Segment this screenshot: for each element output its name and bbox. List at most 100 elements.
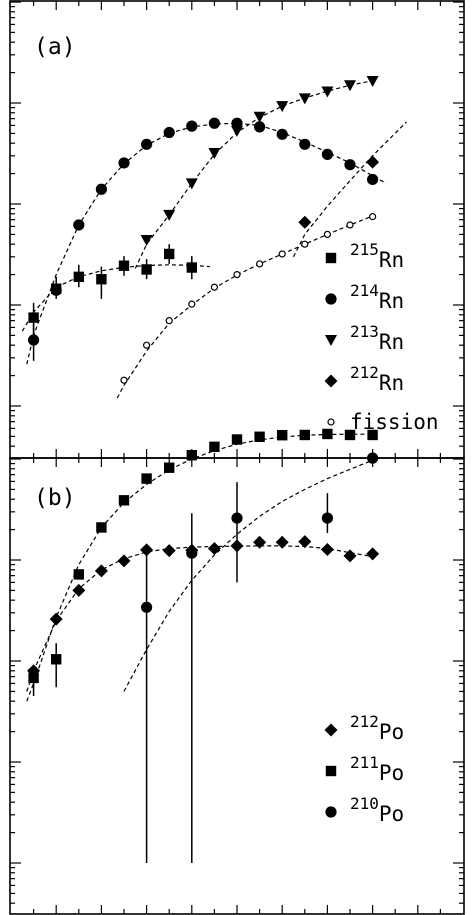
panel-b-ticks: [10, 458, 464, 914]
panel-a-data-marks: [27, 76, 380, 384]
legend-label-212po: 212Po: [350, 712, 404, 744]
data-point-210po: [367, 452, 379, 464]
panel-b-legend: 212Po 211Po 210Po: [324, 712, 404, 826]
data-point-212rn: [298, 215, 312, 229]
data-point-211po: [231, 434, 243, 445]
data-point-215rn: [28, 312, 39, 323]
data-point-fission: [278, 250, 286, 258]
data-point-214rn: [95, 183, 107, 195]
data-point-214rn: [163, 126, 175, 139]
legend-label-212rn: 212Rn: [350, 363, 404, 395]
legend-marker-fission: [327, 418, 335, 426]
data-point-213rn: [253, 111, 266, 123]
data-point-215rn: [118, 260, 130, 271]
data-point-212po: [49, 612, 63, 626]
legend-label-210po: 210Po: [350, 794, 404, 826]
data-point-fission: [256, 260, 264, 268]
data-point-214rn: [118, 157, 130, 169]
data-point-212po: [298, 535, 312, 549]
data-point-213rn: [231, 125, 243, 137]
data-point-fission: [165, 317, 173, 325]
data-point-214rn: [254, 121, 266, 133]
legend-label-213rn: 213Rn: [350, 322, 404, 354]
data-point-fission: [323, 230, 331, 239]
data-point-fission: [188, 300, 196, 308]
data-point-214rn: [73, 219, 85, 231]
data-point-215rn: [73, 271, 84, 283]
data-point-213rn: [366, 76, 379, 88]
data-point-214rn: [27, 334, 40, 346]
data-point-215rn: [96, 274, 107, 285]
data-point-211po: [51, 654, 62, 665]
data-point-214rn: [141, 138, 153, 150]
data-point-fission: [301, 240, 309, 248]
data-point-fission: [233, 270, 241, 279]
data-point-214rn: [367, 173, 379, 186]
data-point-fission: [210, 283, 218, 291]
data-point-212rn: [366, 155, 380, 169]
data-point-211po: [73, 569, 84, 580]
data-point-211po: [186, 450, 197, 461]
data-point-fission: [120, 376, 128, 384]
data-point-211po: [344, 429, 356, 441]
legend-marker-212po: [324, 723, 338, 737]
data-point-211po: [28, 672, 39, 684]
legend-marker-214rn: [325, 293, 337, 305]
data-point-210po: [231, 512, 243, 524]
fit-curve-212Rn: [292, 121, 407, 258]
fit-curve-fission: [116, 215, 373, 399]
data-point-215rn: [186, 262, 197, 273]
legend-label-fission: fission: [350, 410, 439, 434]
data-point-214rn: [344, 159, 356, 171]
data-point-214rn: [186, 120, 198, 132]
data-point-213rn: [185, 178, 198, 190]
data-point-212po: [320, 543, 334, 557]
panel-b-data-marks: [27, 428, 380, 863]
fit-curve-215Rn: [21, 264, 210, 332]
legend-marker-210po: [325, 806, 337, 818]
data-point-212po: [94, 564, 108, 578]
panel-a-label: (a): [34, 34, 76, 60]
data-point-213rn: [208, 147, 221, 159]
data-point-212po: [72, 583, 86, 597]
data-point-213rn: [140, 235, 153, 247]
panel-a-ticks: [10, 1, 464, 458]
legend-marker-211po: [325, 765, 337, 777]
data-point-213rn: [163, 209, 176, 221]
panel-b: (b) 212Po 211Po 210Po: [9, 428, 465, 915]
data-point-212po: [253, 535, 267, 549]
fit-curve-211Po: [26, 433, 373, 702]
data-point-212po: [117, 554, 131, 568]
data-point-213rn: [276, 101, 289, 113]
data-point-215rn: [164, 248, 175, 260]
legend-label-211po: 211Po: [350, 753, 404, 785]
data-point-214rn: [321, 148, 333, 160]
legend-marker-212rn: [324, 374, 338, 388]
data-point-214rn: [299, 138, 311, 150]
data-point-211po: [164, 462, 175, 473]
fit-curve-210Po: [123, 459, 373, 692]
legend-marker-215rn: [325, 252, 337, 264]
data-point-212po: [207, 541, 221, 555]
data-point-212po: [162, 544, 176, 558]
data-point-212po: [366, 547, 380, 561]
fit-curve-214Rn: [26, 122, 387, 365]
data-point-214rn: [50, 284, 62, 296]
data-point-213rn: [344, 80, 356, 92]
data-point-fission: [143, 341, 151, 349]
data-point-213rn: [321, 86, 334, 98]
panel-b-label: (b): [34, 485, 76, 511]
panel-a: (a) 215Rn 214Rn 213Rn 212Rn fission: [9, 0, 465, 459]
data-point-211po: [277, 430, 288, 441]
data-point-211po: [367, 429, 378, 441]
legend-marker-213rn: [325, 335, 337, 346]
fit-curve-212Po: [26, 545, 373, 692]
legend-label-214rn: 214Rn: [350, 281, 404, 313]
data-point-214rn: [208, 117, 220, 129]
data-point-212po: [343, 549, 357, 563]
data-point-211po: [254, 431, 265, 442]
data-point-211po: [299, 429, 310, 441]
panel-a-legend: 215Rn 214Rn 213Rn 212Rn fission: [324, 240, 439, 434]
data-point-214rn: [276, 128, 288, 140]
